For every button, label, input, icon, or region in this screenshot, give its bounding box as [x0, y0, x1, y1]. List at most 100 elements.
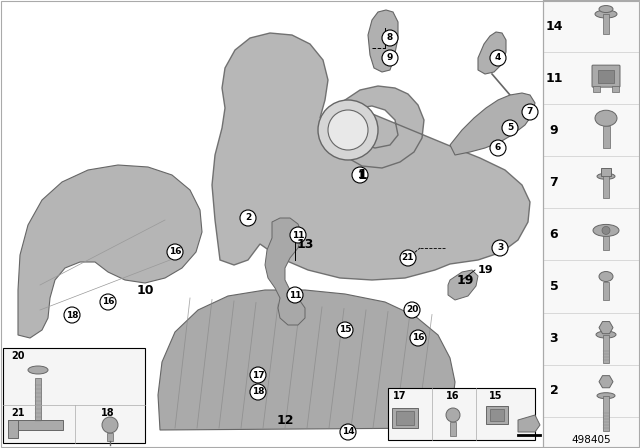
Polygon shape — [448, 270, 478, 300]
Circle shape — [100, 294, 116, 310]
Bar — [603, 14, 609, 34]
Text: 15: 15 — [339, 326, 351, 335]
Text: 16: 16 — [446, 391, 460, 401]
Text: 14: 14 — [545, 20, 563, 33]
Circle shape — [522, 104, 538, 120]
Polygon shape — [368, 10, 398, 72]
Text: 18: 18 — [252, 388, 264, 396]
Polygon shape — [599, 322, 613, 334]
Circle shape — [352, 167, 368, 183]
Ellipse shape — [595, 110, 617, 126]
Bar — [612, 86, 619, 92]
Text: 16: 16 — [412, 333, 424, 343]
Text: 5: 5 — [507, 124, 513, 133]
Bar — [8, 420, 63, 430]
Circle shape — [318, 100, 378, 160]
Circle shape — [287, 287, 303, 303]
Bar — [107, 433, 113, 441]
Text: 17: 17 — [393, 391, 407, 401]
Text: 3: 3 — [550, 332, 558, 345]
Bar — [603, 177, 609, 198]
FancyBboxPatch shape — [592, 65, 620, 87]
Text: 14: 14 — [342, 427, 355, 436]
Circle shape — [492, 240, 508, 256]
Text: 10: 10 — [136, 284, 154, 297]
Circle shape — [337, 322, 353, 338]
Circle shape — [328, 110, 368, 150]
Bar — [543, 0, 640, 448]
Circle shape — [400, 250, 416, 266]
Polygon shape — [158, 290, 455, 430]
Polygon shape — [265, 218, 305, 325]
Bar — [3, 348, 145, 443]
Polygon shape — [18, 165, 202, 338]
Text: 18: 18 — [101, 408, 115, 418]
Circle shape — [602, 226, 610, 234]
Polygon shape — [518, 415, 540, 432]
Bar — [8, 420, 18, 438]
Text: 11: 11 — [289, 290, 301, 300]
Text: 6: 6 — [495, 143, 501, 152]
Circle shape — [167, 244, 183, 260]
Text: 4: 4 — [495, 53, 501, 63]
Ellipse shape — [596, 331, 616, 338]
Circle shape — [290, 227, 306, 243]
Text: 6: 6 — [550, 228, 558, 241]
Circle shape — [102, 417, 118, 433]
Text: 12: 12 — [276, 414, 294, 426]
Circle shape — [250, 384, 266, 400]
Bar — [603, 335, 609, 362]
Text: 20: 20 — [12, 351, 25, 361]
Text: 9: 9 — [387, 53, 393, 63]
Bar — [388, 388, 535, 440]
Text: 2: 2 — [245, 214, 251, 223]
Circle shape — [382, 30, 398, 46]
Bar — [601, 168, 611, 177]
Text: 8: 8 — [387, 34, 393, 43]
Bar — [392, 408, 418, 428]
Polygon shape — [599, 375, 613, 388]
Circle shape — [410, 330, 426, 346]
Polygon shape — [450, 93, 535, 155]
Text: 13: 13 — [296, 238, 314, 251]
Text: 2: 2 — [550, 384, 558, 397]
Bar — [603, 396, 609, 431]
Text: 20: 20 — [406, 306, 418, 314]
Bar — [593, 86, 600, 92]
Text: 17: 17 — [252, 370, 264, 379]
Ellipse shape — [597, 173, 615, 179]
Bar — [603, 237, 609, 250]
Circle shape — [250, 367, 266, 383]
Text: 7: 7 — [550, 176, 558, 189]
Ellipse shape — [599, 271, 613, 281]
Circle shape — [446, 408, 460, 422]
Ellipse shape — [593, 224, 619, 237]
Bar — [486, 406, 508, 424]
Circle shape — [382, 50, 398, 66]
Text: 5: 5 — [550, 280, 558, 293]
Text: 3: 3 — [497, 244, 503, 253]
Text: 16: 16 — [169, 247, 181, 257]
Bar — [598, 70, 614, 83]
Text: 19: 19 — [478, 265, 493, 275]
Text: 498405: 498405 — [571, 435, 611, 445]
Bar — [603, 281, 609, 300]
Ellipse shape — [28, 366, 48, 374]
Text: 11: 11 — [292, 231, 304, 240]
Text: 21: 21 — [402, 254, 414, 263]
Text: 1: 1 — [357, 171, 363, 180]
Text: 15: 15 — [489, 391, 503, 401]
Text: 1: 1 — [357, 168, 367, 182]
Circle shape — [64, 307, 80, 323]
Circle shape — [404, 302, 420, 318]
Circle shape — [502, 120, 518, 136]
Polygon shape — [478, 32, 506, 74]
Ellipse shape — [595, 10, 617, 18]
Text: 11: 11 — [545, 72, 563, 85]
Circle shape — [240, 210, 256, 226]
Text: 19: 19 — [456, 273, 474, 287]
Ellipse shape — [597, 393, 615, 399]
Text: 9: 9 — [550, 124, 558, 137]
Text: 21: 21 — [12, 408, 25, 418]
Bar — [35, 378, 41, 423]
